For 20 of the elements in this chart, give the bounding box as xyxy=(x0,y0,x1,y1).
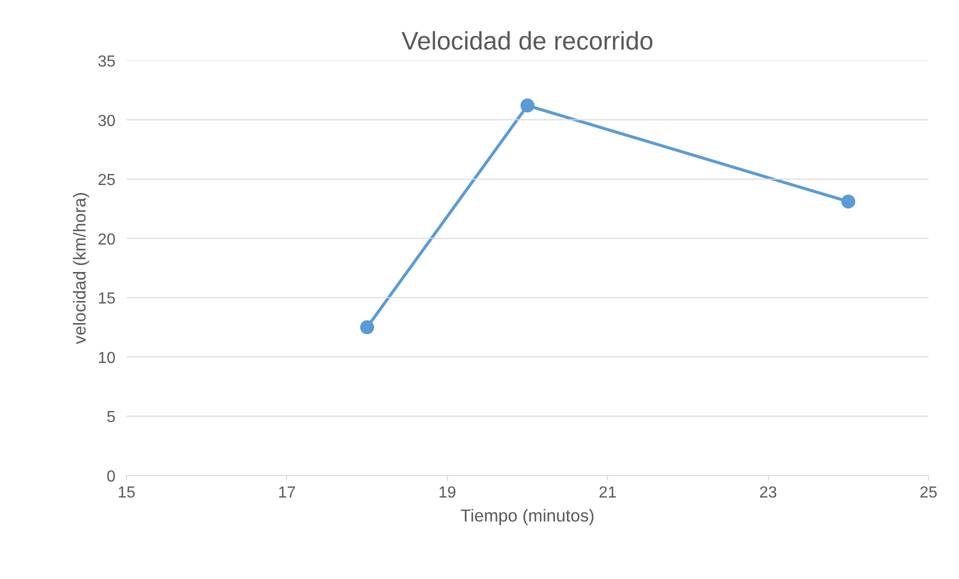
y-tick-label: 25 xyxy=(98,172,116,190)
x-tick-label: 23 xyxy=(759,484,778,502)
y-tick-label: 30 xyxy=(98,112,116,130)
point xyxy=(841,194,856,209)
x-tick-label: 15 xyxy=(118,484,136,502)
y-tick-label: 10 xyxy=(98,350,116,367)
x-tick-label: 19 xyxy=(438,484,456,502)
y-tick-label: 15 xyxy=(98,290,116,308)
y-tick-label: 5 xyxy=(106,409,116,426)
y-axis-title: velocidad (km/hora) xyxy=(70,192,90,344)
x-tick-label: 25 xyxy=(920,484,938,502)
point xyxy=(360,320,374,334)
chart-title: Velocidad de recorrido xyxy=(401,28,654,56)
x-axis-title: Tiempo (minutos) xyxy=(460,506,595,526)
point xyxy=(520,98,534,113)
y-tick-label: 20 xyxy=(98,231,116,248)
y-tick-label: 0 xyxy=(106,468,116,486)
x-tick-label: 17 xyxy=(278,484,296,502)
x-tick-label: 21 xyxy=(598,484,617,502)
y-tick-label: 35 xyxy=(98,54,116,70)
